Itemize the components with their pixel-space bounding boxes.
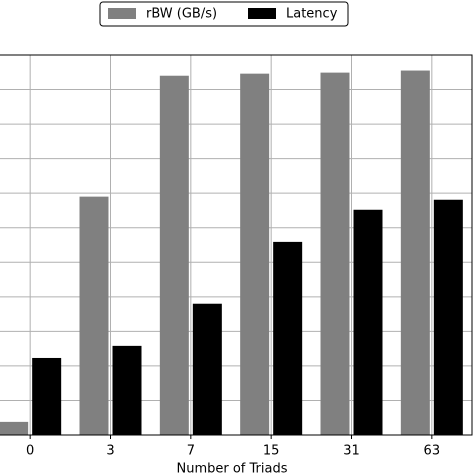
bar bbox=[32, 357, 62, 435]
x-axis-label: Number of Triads bbox=[177, 462, 288, 474]
legend-swatch bbox=[108, 8, 136, 19]
bar bbox=[320, 72, 350, 436]
legend-swatch bbox=[248, 8, 276, 19]
bar bbox=[400, 70, 430, 435]
bar bbox=[240, 73, 270, 436]
x-tick-label: 63 bbox=[424, 444, 441, 459]
x-tick-label: 31 bbox=[343, 444, 360, 459]
x-tick-label: 7 bbox=[187, 444, 195, 459]
x-tick-label: 0 bbox=[26, 444, 34, 459]
bar bbox=[112, 345, 142, 435]
bar bbox=[0, 421, 29, 435]
bar bbox=[159, 75, 189, 436]
plot-frame bbox=[0, 54, 473, 436]
x-tick-label: 3 bbox=[106, 444, 114, 459]
legend-label: rBW (GB/s) bbox=[146, 7, 217, 22]
bar bbox=[433, 199, 463, 435]
bar bbox=[353, 209, 383, 435]
bar bbox=[192, 303, 222, 435]
bar bbox=[273, 241, 303, 435]
bar bbox=[79, 196, 109, 435]
x-tick-label: 15 bbox=[263, 444, 280, 459]
legend-box bbox=[99, 1, 349, 27]
legend-label: Latency bbox=[286, 7, 338, 22]
